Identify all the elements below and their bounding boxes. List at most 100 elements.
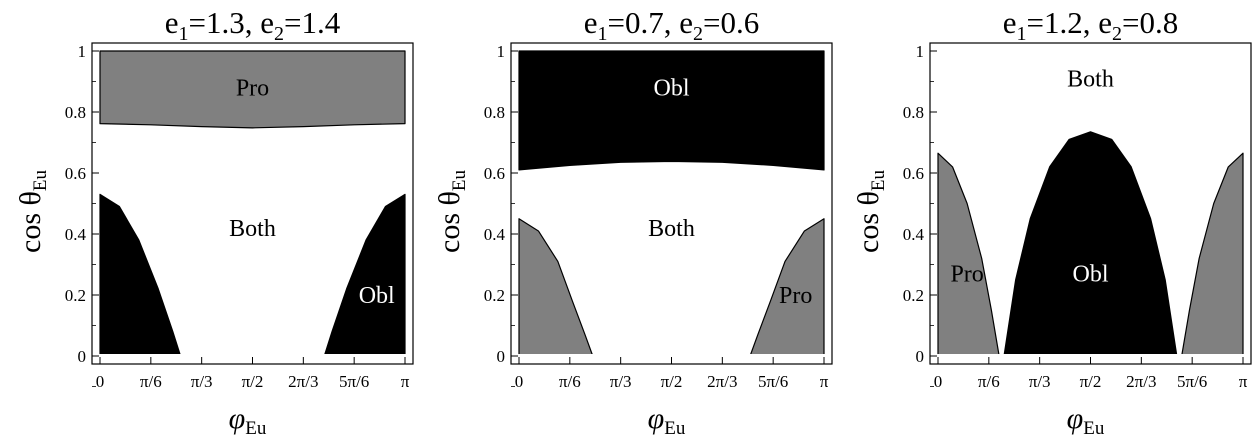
- y-tick-label: 0: [78, 347, 87, 366]
- title-e1-index: 1: [1017, 23, 1027, 45]
- title-e2-value: =0.8: [1122, 5, 1178, 40]
- x-tick-label: π/2: [661, 372, 683, 391]
- y-axis-label-sub: Eu: [449, 170, 470, 192]
- region-pro-2: [518, 218, 594, 357]
- x-tick-label: π: [401, 372, 410, 391]
- y-tick-label: 0.8: [65, 103, 86, 122]
- chart-title: e1=0.7, e2=0.6: [584, 5, 760, 45]
- x-tick-label: 5π/6: [1177, 372, 1207, 391]
- y-axis-label: cos θEu: [852, 170, 889, 253]
- x-tick-label: π/2: [242, 372, 264, 391]
- x-axis-label-main: φ: [648, 402, 665, 435]
- region-label-pro: Pro: [236, 76, 269, 102]
- y-axis-label-main: cos θ: [852, 191, 885, 253]
- title-e1-value: =0.7: [608, 5, 664, 40]
- title-separator: ,: [1083, 5, 1099, 40]
- title-e2-index: 2: [693, 23, 703, 45]
- y-tick-label: 0.6: [903, 164, 924, 183]
- x-tick-label: π/6: [140, 372, 162, 391]
- region-label-obl: Obl: [359, 283, 395, 309]
- panel-2: 00.20.40.60.810 π/6 π/3 π/2 2π/3 5π/6 πe1=0.7,…: [433, 5, 833, 439]
- title-separator: ,: [664, 5, 680, 40]
- x-tick-label: 2π/3: [288, 372, 318, 391]
- y-tick-label: 0: [497, 347, 506, 366]
- title-e1-index: 1: [179, 23, 189, 45]
- chart-title: e1=1.3, e2=1.4: [165, 5, 341, 45]
- y-tick-label: 0.2: [903, 286, 924, 305]
- title-e2-value: =0.6: [703, 5, 759, 40]
- region-obl-2: [1003, 131, 1178, 357]
- title-e1-value: =1.3: [189, 5, 245, 40]
- region-pro-1: [99, 50, 406, 129]
- x-tick-label: π/2: [1080, 372, 1102, 391]
- y-axis-label: cos θEu: [433, 170, 470, 253]
- x-axis-label-main: φ: [1067, 402, 1084, 435]
- x-tick-label: π/3: [191, 372, 213, 391]
- x-axis-label: φEu: [229, 402, 267, 437]
- region-pro-1: [937, 152, 1000, 357]
- region-label-both: Both: [1067, 66, 1114, 92]
- x-axis-label-sub: Eu: [664, 418, 686, 437]
- region-label-both: Both: [648, 216, 695, 242]
- region-obl-2: [99, 193, 182, 357]
- x-tick-label: 0: [96, 372, 105, 391]
- region-label-both: Both: [229, 216, 276, 242]
- region-pro-3: [749, 218, 825, 357]
- y-axis-label: cos θEu: [14, 170, 51, 253]
- x-tick-label: π/3: [610, 372, 632, 391]
- title-e1-symbol: e: [584, 5, 598, 40]
- title-e2-index: 2: [274, 23, 284, 45]
- x-tick-label: π/6: [978, 372, 1000, 391]
- y-tick-label: 0: [916, 347, 925, 366]
- y-axis-label-main: cos θ: [433, 191, 466, 253]
- chart-title: e1=1.2, e2=0.8: [1003, 5, 1179, 45]
- x-tick-label: 5π/6: [758, 372, 788, 391]
- x-axis-label-main: φ: [229, 402, 246, 435]
- x-tick-label: 5π/6: [339, 372, 369, 391]
- y-tick-label: 0.4: [903, 225, 925, 244]
- title-e1-index: 1: [598, 23, 608, 45]
- y-tick-label: 0.2: [484, 286, 505, 305]
- y-axis-label-sub: Eu: [30, 170, 51, 192]
- x-tick-label: π/3: [1029, 372, 1051, 391]
- x-tick-label: 0: [515, 372, 524, 391]
- region-obl-1: [518, 50, 825, 171]
- y-tick-label: 1: [78, 42, 87, 61]
- title-separator: ,: [245, 5, 261, 40]
- x-tick-label: 0: [934, 372, 943, 391]
- x-axis-label: φEu: [648, 402, 686, 437]
- y-tick-label: 0.6: [484, 164, 505, 183]
- panel-1: 00.20.40.60.810 π/6 π/3 π/2 2π/3 5π/6 πe1=1.3,…: [14, 5, 414, 439]
- y-tick-label: 0.8: [903, 103, 924, 122]
- title-e2-value: =1.4: [284, 5, 341, 40]
- y-tick-label: 0.2: [65, 286, 86, 305]
- panel-3: 00.20.40.60.810 π/6 π/3 π/2 2π/3 5π/6 πe1=1.2,…: [852, 5, 1252, 439]
- y-tick-label: 1: [497, 42, 506, 61]
- title-e1-symbol: e: [1003, 5, 1017, 40]
- y-tick-label: 0.4: [484, 225, 506, 244]
- region-label-pro: Pro: [950, 262, 983, 288]
- region-label-obl: Obl: [654, 76, 690, 102]
- x-axis-label: φEu: [1067, 402, 1105, 437]
- x-axis-label-sub: Eu: [245, 418, 267, 437]
- y-tick-label: 0.6: [65, 164, 86, 183]
- title-e2-index: 2: [1112, 23, 1122, 45]
- x-tick-label: 2π/3: [707, 372, 737, 391]
- y-axis-label-sub: Eu: [868, 170, 889, 192]
- title-e1-symbol: e: [165, 5, 179, 40]
- region-label-pro: Pro: [779, 283, 812, 309]
- x-tick-label: π/6: [559, 372, 581, 391]
- title-e1-value: =1.2: [1027, 5, 1083, 40]
- x-axis-label-sub: Eu: [1083, 418, 1105, 437]
- y-tick-label: 1: [916, 42, 925, 61]
- region-label-obl: Obl: [1073, 262, 1109, 288]
- y-tick-label: 0.8: [484, 103, 505, 122]
- x-tick-label: 2π/3: [1126, 372, 1156, 391]
- title-e2-symbol: e: [260, 5, 274, 40]
- y-tick-label: 0.4: [65, 225, 87, 244]
- y-axis-label-main: cos θ: [14, 191, 47, 253]
- region-obl-3: [323, 193, 406, 357]
- title-e2-symbol: e: [1098, 5, 1112, 40]
- x-tick-label: π: [820, 372, 829, 391]
